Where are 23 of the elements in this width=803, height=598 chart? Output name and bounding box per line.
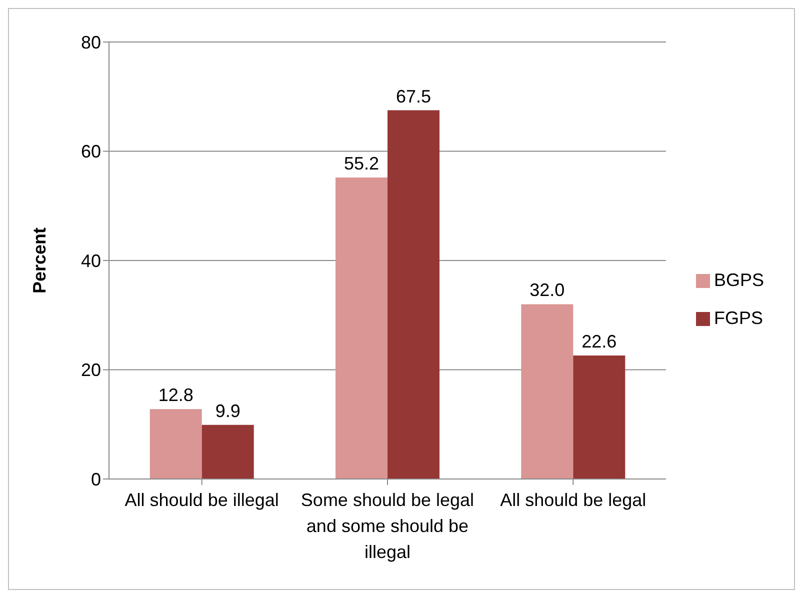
- x-tick-label: All should be legal: [500, 490, 646, 510]
- bar: [202, 424, 254, 479]
- y-tick-label: 20: [80, 360, 101, 380]
- legend-label: FGPS: [714, 308, 763, 328]
- data-label: 12.8: [158, 385, 194, 406]
- y-tick-label: 60: [80, 142, 101, 162]
- data-label: 22.6: [582, 332, 617, 352]
- bar: [388, 110, 440, 479]
- bar: [336, 177, 388, 479]
- data-label: 67.5: [396, 86, 432, 106]
- legend-label: BGPS: [714, 270, 764, 290]
- y-tick-label: 80: [80, 32, 101, 52]
- bar: [573, 356, 626, 479]
- y-tick-label: 40: [80, 250, 101, 271]
- data-label: 32.0: [530, 280, 565, 300]
- bar: [521, 304, 574, 479]
- y-axis-title: Percent: [29, 227, 50, 294]
- data-label: 9.9: [215, 400, 240, 421]
- y-tick-label: 0: [90, 469, 101, 490]
- data-label: 55.2: [344, 153, 380, 174]
- x-tick-label: Some should be legal and some should be illegal: [300, 490, 474, 562]
- bar: [150, 409, 202, 479]
- x-tick-label: All should be illegal: [124, 490, 279, 510]
